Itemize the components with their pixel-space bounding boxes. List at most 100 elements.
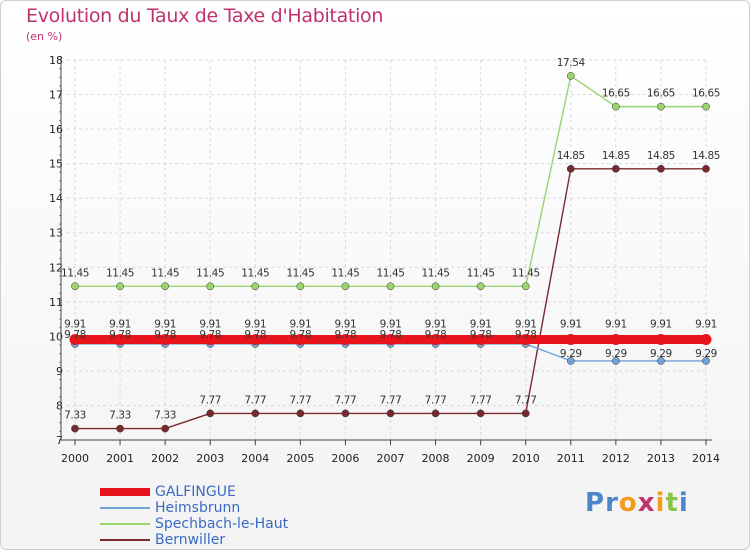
logo-letter: P (585, 488, 606, 518)
logo-letter: t (665, 488, 679, 518)
data-point (655, 333, 667, 345)
data-point (341, 409, 350, 418)
data-point (116, 424, 124, 433)
data-label: 16.65 (647, 88, 675, 100)
data-label: 9.78 (425, 329, 447, 341)
data-label: 11.45 (467, 267, 495, 279)
data-point (71, 282, 79, 291)
y-tick-label: 8 (56, 399, 63, 412)
data-point (116, 282, 124, 291)
y-tick-label: 9 (56, 365, 63, 378)
data-point (702, 164, 710, 173)
data-label: 9.91 (650, 318, 672, 330)
data-label: 9.91 (470, 318, 492, 330)
data-point (431, 282, 440, 291)
data-label: 11.45 (512, 267, 540, 279)
x-tick-label: 2006 (331, 452, 359, 465)
y-tick-label: 18 (49, 54, 63, 67)
data-label: 7.77 (199, 394, 221, 406)
data-label: 14.85 (557, 150, 585, 162)
data-point (114, 333, 126, 345)
y-unit-label: (en %) (26, 30, 63, 43)
legend-label: Bernwiller (155, 532, 226, 548)
x-tick-label: 2014 (692, 452, 720, 465)
logo-letter: o (618, 488, 638, 518)
data-point (521, 282, 530, 291)
data-label: 7.33 (154, 410, 176, 422)
grid (67, 59, 707, 446)
data-label: 9.78 (335, 329, 357, 341)
x-tick-label: 2013 (647, 452, 675, 465)
data-point (475, 333, 487, 345)
data-point (612, 164, 620, 173)
data-point (566, 164, 575, 173)
x-tick-label: 2002 (151, 452, 179, 465)
legend-swatch (100, 488, 150, 496)
data-label: 9.91 (199, 318, 221, 330)
data-label: 9.91 (289, 318, 311, 330)
data-label: 9.91 (335, 318, 357, 330)
data-point (159, 333, 171, 345)
data-label: 9.78 (380, 329, 402, 341)
y-tick-label: 7 (56, 434, 63, 447)
data-point (206, 282, 215, 291)
data-point (700, 333, 712, 345)
x-tick-label: 2008 (422, 452, 450, 465)
data-label: 7.77 (515, 394, 537, 406)
data-point (206, 409, 215, 418)
y-tick-label: 16 (49, 123, 63, 136)
data-point (702, 102, 710, 111)
legend-item: Heimsbrunn (100, 500, 360, 516)
legend-label: Heimsbrunn (155, 500, 241, 516)
data-label: 7.77 (335, 394, 357, 406)
data-label: 9.78 (515, 329, 537, 341)
legend-item: Spechbach-le-Haut (100, 516, 360, 532)
data-label: 9.29 (560, 348, 582, 360)
data-label: 11.45 (286, 267, 314, 279)
logo-letter: x (637, 488, 656, 518)
x-tick-label: 2005 (286, 452, 314, 465)
data-label: 9.91 (425, 318, 447, 330)
y-tick-label: 10 (49, 330, 63, 343)
series-lines (69, 72, 712, 433)
data-label: 7.77 (289, 394, 311, 406)
data-point (566, 357, 575, 365)
data-point (431, 409, 440, 418)
data-label: 9.29 (605, 348, 627, 360)
data-point (430, 333, 442, 345)
data-label: 9.91 (560, 318, 582, 330)
data-label: 9.91 (515, 318, 537, 330)
x-tick-label: 2003 (196, 452, 224, 465)
data-point (161, 282, 169, 291)
data-label: 14.85 (602, 150, 630, 162)
data-label: 11.45 (422, 267, 450, 279)
data-label: 11.45 (106, 267, 134, 279)
data-point (657, 357, 665, 365)
x-tick-label: 2012 (602, 452, 630, 465)
x-tick-label: 2011 (557, 452, 585, 465)
legend-swatch (100, 523, 150, 525)
data-label: 7.77 (425, 394, 447, 406)
y-tick-label: 14 (49, 192, 63, 205)
data-point (296, 282, 305, 291)
data-label: 9.29 (695, 348, 717, 360)
data-label: 9.78 (289, 329, 311, 341)
data-label: 9.91 (244, 318, 266, 330)
y-tick-label: 11 (49, 296, 63, 309)
data-label: 17.54 (557, 57, 586, 69)
data-point (520, 333, 532, 345)
data-point (296, 409, 305, 418)
data-label: 9.91 (64, 318, 86, 330)
data-label: 11.45 (241, 267, 269, 279)
data-point (251, 282, 260, 291)
legend-item: Bernwiller (100, 532, 360, 548)
logo-letter: i (678, 488, 689, 518)
legend: GALFINGUE Heimsbrunn Spechbach-le-Haut Bern… (100, 484, 360, 548)
data-point (521, 409, 530, 418)
x-tick-label: 2004 (241, 452, 269, 465)
data-label: 7.77 (470, 394, 492, 406)
data-label: 9.78 (470, 329, 492, 341)
data-point (612, 357, 620, 365)
data-point (657, 102, 665, 111)
data-point (251, 409, 260, 418)
